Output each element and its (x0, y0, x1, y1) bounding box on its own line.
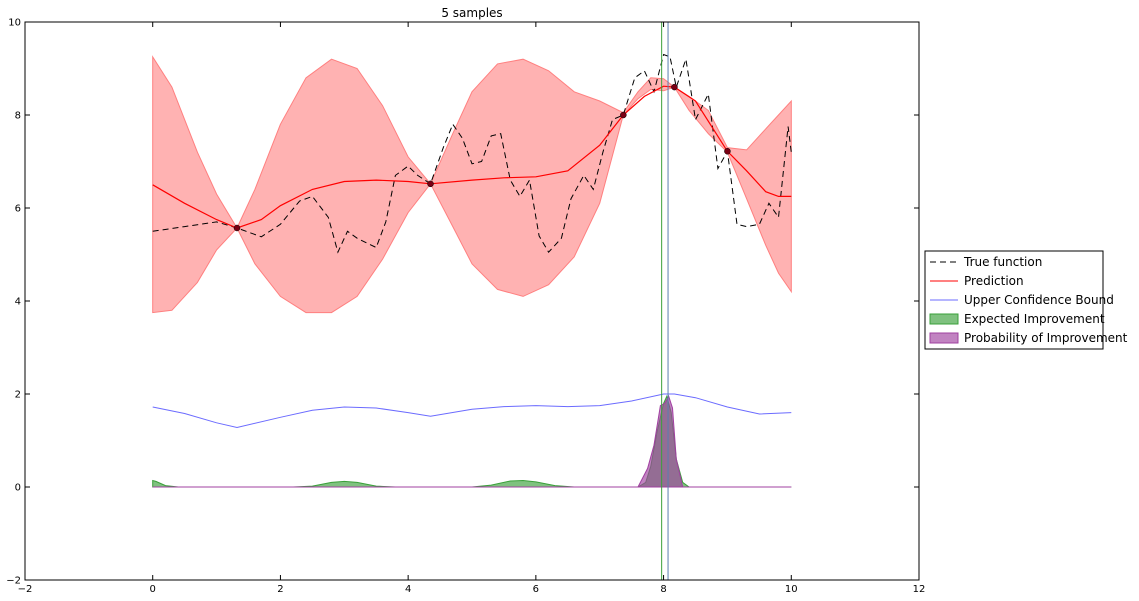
x-tick-label: 4 (405, 584, 411, 595)
confidence-band (152, 55, 792, 314)
legend-label: Upper Confidence Bound (964, 293, 1114, 307)
legend-entry: Upper Confidence Bound (930, 293, 1114, 307)
x-tick-label: 10 (785, 584, 798, 595)
legend-swatch (929, 313, 959, 325)
sample-point (620, 111, 627, 119)
chart-title: 5 samples (441, 6, 502, 20)
tick-layer: −2 0 2 4 6 8 10 12 −2 0 2 4 6 8 10 (6, 18, 925, 596)
legend-entry: True function (930, 255, 1042, 269)
sample-point-layer (233, 83, 731, 232)
vertical-line-layer (661, 22, 669, 580)
x-tick-label: 2 (277, 584, 283, 595)
y-tick-label: 6 (15, 204, 21, 215)
sample-point (233, 224, 241, 232)
confidence-band-layer (152, 55, 792, 314)
y-tick-label: −2 (6, 576, 21, 587)
legend-label: Expected Improvement (964, 312, 1105, 326)
y-tick-label: 4 (15, 297, 21, 308)
y-tick-label: 0 (15, 483, 21, 494)
x-tick-label: 12 (913, 584, 926, 595)
sample-point (724, 148, 731, 155)
y-tick-label: 10 (8, 18, 21, 29)
legend-entry: Prediction (930, 274, 1024, 288)
legend-entry: Probability of Improvement (929, 331, 1128, 345)
sample-point (427, 180, 434, 188)
ucb-line (152, 393, 792, 429)
x-tick-label: 6 (533, 584, 539, 595)
x-tick-label: 0 (150, 584, 156, 595)
legend-swatch (929, 332, 959, 344)
legend-label: Prediction (964, 274, 1024, 288)
acquisition-fill-layer (152, 394, 792, 488)
prediction-line (152, 85, 792, 229)
legend-entry: Expected Improvement (929, 312, 1105, 326)
expected-improvement-fill (152, 394, 792, 488)
legend: True function Prediction Upper Confidence … (924, 250, 1128, 350)
x-tick-label: −2 (18, 584, 33, 595)
series-line-layer (152, 53, 792, 429)
y-tick-label: 8 (15, 111, 21, 122)
x-tick-label: 8 (660, 584, 666, 595)
sample-point (671, 83, 678, 91)
y-tick-label: 2 (15, 390, 21, 401)
true-function-line (152, 53, 792, 254)
legend-label: True function (963, 255, 1042, 269)
probability-of-improvement-fill (152, 395, 792, 488)
legend-label: Probability of Improvement (964, 331, 1128, 345)
